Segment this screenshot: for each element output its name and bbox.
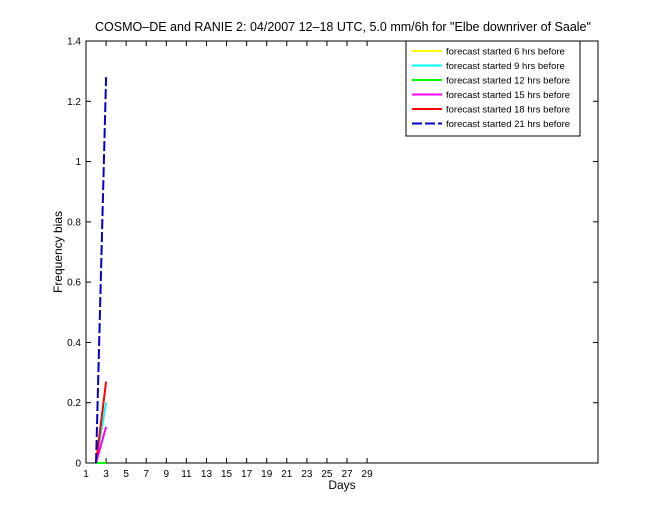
x-axis-label: Days — [328, 478, 355, 492]
x-tick-label: 1 — [83, 469, 89, 480]
legend: forecast started 6 hrs before forecast st… — [405, 40, 581, 137]
plot-area: 1 3 5 7 9 11 13 15 17 19 21 23 25 27 2900.20.40.60.811… — [67, 37, 599, 480]
x-tick-label: 19 — [261, 469, 273, 480]
x-tick-label: 3 — [103, 469, 109, 480]
y-tick-label: 0.8 — [67, 217, 81, 228]
y-tick-label: 1.2 — [67, 97, 81, 108]
x-tick-label: 23 — [301, 469, 313, 480]
y-tick-label: 0 — [75, 459, 81, 470]
y-axis-label: Frequency bias — [51, 211, 65, 293]
y-tick-label: 1.4 — [67, 37, 81, 48]
legend-label: forecast started 9 hrs before — [446, 61, 565, 72]
x-tick-label: 29 — [362, 469, 374, 480]
x-tick-label: 11 — [181, 469, 192, 480]
x-tick-label: 15 — [221, 469, 233, 480]
x-tick-label: 21 — [281, 469, 293, 480]
legend-box — [405, 40, 581, 137]
x-tick-label: 17 — [241, 469, 253, 480]
legend-label: forecast started 6 hrs before — [446, 47, 565, 58]
x-tick-label: 25 — [321, 469, 333, 480]
x-tick-label: 7 — [143, 469, 149, 480]
axes-box — [85, 40, 599, 464]
series-line-5 — [95, 381, 108, 464]
x-tick-label: 13 — [201, 469, 213, 480]
legend-label: forecast started 18 hrs before — [446, 105, 570, 116]
x-tick-label: 9 — [164, 469, 170, 480]
x-tick-label: 27 — [341, 469, 353, 480]
chart-title: COSMO–DE and RANIE 2: 04/2007 12–18 UTC,… — [95, 20, 591, 34]
series-line-6 — [95, 77, 108, 464]
y-tick-label: 0.2 — [67, 398, 81, 409]
legend-label: forecast started 15 hrs before — [446, 90, 570, 101]
legend-label: forecast started 12 hrs before — [446, 76, 570, 87]
legend-label: forecast started 21 hrs before — [446, 119, 570, 130]
y-tick-label: 1 — [75, 157, 81, 168]
x-tick-label: 5 — [123, 469, 129, 480]
y-tick-label: 0.4 — [67, 338, 81, 349]
y-tick-label: 0.6 — [67, 278, 81, 289]
